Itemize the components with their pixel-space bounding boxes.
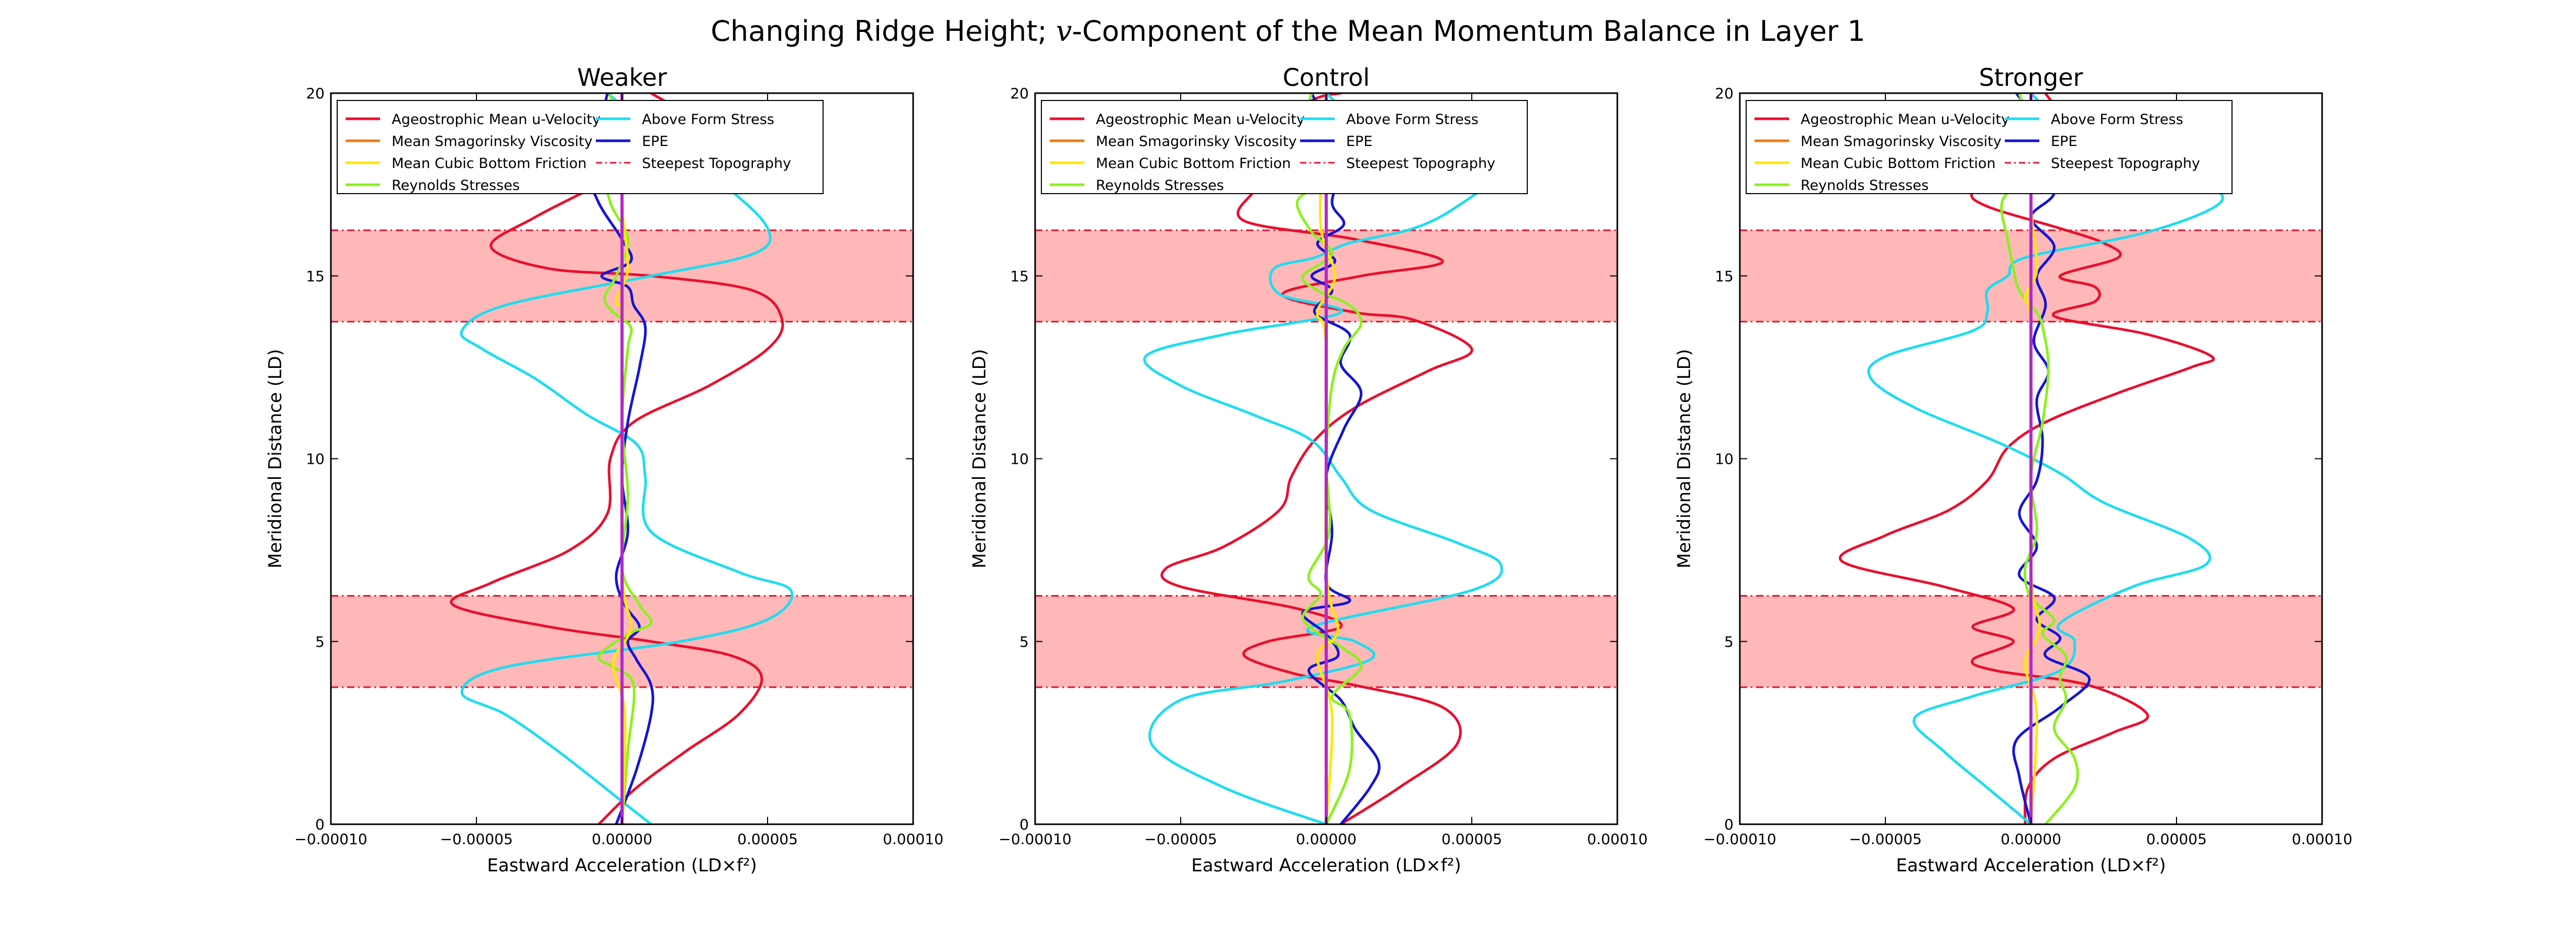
x-tick-label: 0.00005	[737, 831, 798, 848]
y-axis-label: Meridional Distance (LD)	[1674, 349, 1695, 568]
y-tick-label: 5	[1724, 633, 1734, 651]
y-tick-label: 0	[1724, 816, 1734, 833]
legend-label-reyn: Reynolds Stresses	[392, 177, 520, 194]
y-tick-label: 5	[315, 633, 325, 651]
y-tick-label: 15	[1010, 267, 1029, 285]
x-tick-label: −0.00010	[1703, 831, 1776, 848]
legend-label-ageo: Ageostrophic Mean u-Velocity	[1096, 111, 1305, 128]
y-axis-label: Meridional Distance (LD)	[265, 349, 286, 568]
x-tick-label: −0.00005	[1849, 831, 1922, 848]
y-axis-label: Meridional Distance (LD)	[969, 349, 990, 568]
y-tick-label: 20	[306, 85, 325, 102]
series-line-epe	[585, 93, 654, 824]
y-tick-label: 20	[1010, 85, 1029, 102]
series-line-reyn	[1295, 93, 1363, 824]
legend: Ageostrophic Mean u-Velocity Mean Smagori…	[1746, 100, 2233, 194]
legend-label-epe: EPE	[1346, 133, 1372, 150]
y-tick-label: 15	[1715, 267, 1734, 285]
x-tick-label: −0.00010	[294, 831, 367, 848]
legend-label-form: Above Form Stress	[642, 111, 774, 128]
y-tick-label: 0	[315, 816, 325, 833]
y-tick-label: 10	[1010, 451, 1029, 468]
x-tick-label: −0.00005	[440, 831, 513, 848]
legend-label-fric: Mean Cubic Bottom Friction	[392, 155, 587, 172]
panel-0: −0.00010 −0.00005 0.00000 0.00005 0.00010 0 5 1…	[265, 63, 943, 876]
y-tick-label: 10	[1715, 451, 1734, 468]
series-line-form	[460, 93, 794, 824]
x-tick-label: 0.00005	[2146, 831, 2207, 848]
x-tick-label: 0.00000	[592, 831, 652, 848]
legend-label-form: Above Form Stress	[1346, 111, 1479, 128]
y-tick-label: 15	[306, 267, 325, 285]
legend-label-fric: Mean Cubic Bottom Friction	[1096, 155, 1291, 172]
series-group	[1143, 93, 1503, 824]
y-tick-label: 5	[1019, 633, 1029, 651]
legend-label-fric: Mean Cubic Bottom Friction	[1801, 155, 1996, 172]
x-tick-label: −0.00005	[1144, 831, 1217, 848]
x-tick-label: −0.00010	[998, 831, 1071, 848]
legend-label-smag: Mean Smagorinsky Viscosity	[392, 133, 593, 150]
x-tick-label: 0.00000	[2001, 831, 2061, 848]
y-tick-label: 20	[1715, 85, 1734, 102]
series-line-ageo	[1160, 93, 1473, 824]
legend-label-smag: Mean Smagorinsky Viscosity	[1801, 133, 2002, 150]
panel-title: Stronger	[1979, 63, 2083, 92]
panel-2: −0.00010 −0.00005 0.00000 0.00005 0.00010 0 5 1…	[1674, 63, 2352, 876]
x-axis-label: Eastward Acceleration (LD×f²)	[1896, 855, 2166, 876]
legend-box	[1746, 100, 2233, 194]
panel-title: Weaker	[577, 63, 667, 92]
panel-title: Control	[1283, 63, 1370, 92]
x-tick-label: 0.00010	[1587, 831, 1648, 848]
y-tick-label: 10	[306, 451, 325, 468]
series-line-ageo	[450, 93, 784, 824]
series-line-form	[1867, 93, 2224, 824]
x-tick-label: 0.00000	[1296, 831, 1357, 848]
legend-label-epe: EPE	[642, 133, 668, 150]
legend-label-smag: Mean Smagorinsky Viscosity	[1096, 133, 1297, 150]
x-axis-label: Eastward Acceleration (LD×f²)	[1191, 855, 1461, 876]
legend: Ageostrophic Mean u-Velocity Mean Smagori…	[1041, 100, 1528, 194]
x-tick-label: 0.00010	[2292, 831, 2352, 848]
figure-suptitle: Changing Ridge Height; v-Component of th…	[710, 15, 1865, 48]
x-tick-label: 0.00005	[1441, 831, 1502, 848]
series-line-form	[1143, 93, 1503, 824]
legend-label-topo: Steepest Topography	[1346, 155, 1495, 172]
legend-label-ageo: Ageostrophic Mean u-Velocity	[392, 111, 601, 128]
legend-label-ageo: Ageostrophic Mean u-Velocity	[1801, 111, 2009, 128]
legend-label-reyn: Reynolds Stresses	[1096, 177, 1224, 194]
panel-1: −0.00010 −0.00005 0.00000 0.00005 0.00010 0 5 1…	[969, 63, 1648, 876]
y-tick-label: 0	[1019, 816, 1029, 833]
legend: Ageostrophic Mean u-Velocity Mean Smagori…	[337, 100, 824, 194]
legend-label-epe: EPE	[2051, 133, 2077, 150]
x-axis-label: Eastward Acceleration (LD×f²)	[487, 855, 757, 876]
legend-box	[337, 100, 824, 194]
legend-label-reyn: Reynolds Stresses	[1801, 177, 1929, 194]
legend-label-form: Above Form Stress	[2051, 111, 2183, 128]
legend-box	[1041, 100, 1528, 194]
x-tick-label: 0.00010	[883, 831, 943, 848]
series-line-ageo	[1839, 93, 2215, 824]
legend-label-topo: Steepest Topography	[642, 155, 791, 172]
legend-label-topo: Steepest Topography	[2051, 155, 2200, 172]
